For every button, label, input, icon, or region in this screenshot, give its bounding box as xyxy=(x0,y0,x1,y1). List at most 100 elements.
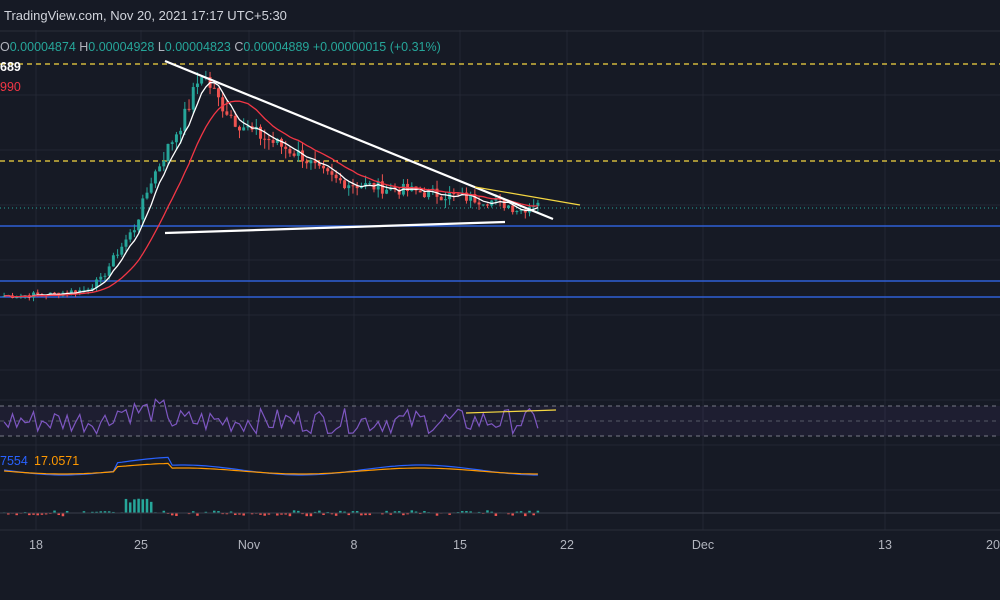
candle-body xyxy=(355,185,359,189)
candle-body xyxy=(107,266,111,276)
macd-histogram-bar xyxy=(460,511,464,513)
candle-body xyxy=(90,287,94,290)
candle-body xyxy=(263,138,267,140)
candle-body xyxy=(221,97,225,112)
macd-histogram-bar xyxy=(343,511,346,513)
candle-body xyxy=(69,290,73,294)
candle-body xyxy=(309,160,313,164)
candle-body xyxy=(485,204,489,206)
close-label: C xyxy=(234,40,244,54)
macd-histogram-bar xyxy=(368,513,372,516)
macd-histogram-bar xyxy=(292,510,296,513)
signal-line xyxy=(4,462,538,475)
macd-histogram-bar xyxy=(351,511,355,513)
macd-histogram-bar xyxy=(507,513,510,515)
macd-histogram-bar xyxy=(469,511,472,513)
candle-body xyxy=(179,130,183,135)
macd-histogram-bar xyxy=(53,510,56,513)
macd-histogram-bar xyxy=(225,513,229,515)
macd-histogram-bar xyxy=(532,513,535,516)
macd-histogram-bar xyxy=(267,513,271,515)
candle-body xyxy=(284,146,288,149)
descending-trendline xyxy=(164,59,554,221)
macd-histogram-bar xyxy=(347,513,351,516)
candle-body xyxy=(288,148,292,154)
candle-body xyxy=(301,150,304,162)
macd-histogram-bar xyxy=(212,510,216,513)
macd-histogram-bar xyxy=(355,511,359,513)
candle-body xyxy=(195,83,199,88)
candle-body xyxy=(469,194,473,201)
macd-histogram-bar xyxy=(288,513,292,517)
candle-body xyxy=(380,181,384,194)
candle-body xyxy=(351,185,355,187)
macd-histogram-bar xyxy=(82,511,86,513)
candle-body xyxy=(200,77,204,84)
open-value: 0.00004874 xyxy=(9,40,76,54)
signal-value: 17.0571 xyxy=(34,454,80,468)
macd-histogram-bar xyxy=(524,513,527,517)
candle-body xyxy=(120,246,124,255)
macd-histogram-bar xyxy=(276,513,279,516)
grid-lines xyxy=(0,30,1000,531)
candle-body xyxy=(103,275,107,277)
candle-body xyxy=(225,111,229,115)
macd-histogram-bar xyxy=(99,511,103,513)
candle-body xyxy=(305,161,309,164)
macd-histogram-bar xyxy=(418,513,422,515)
macd-histogram-bar xyxy=(486,510,489,513)
candle-body xyxy=(523,210,527,213)
macd-histogram-bar xyxy=(57,513,61,516)
macd-histogram-bar xyxy=(61,513,65,517)
candle-body xyxy=(452,193,456,195)
candle-body xyxy=(443,199,447,201)
macd-histogram-bar xyxy=(536,510,540,513)
macd-histogram-bar xyxy=(103,511,107,513)
candle-body xyxy=(128,232,132,240)
x-tick-label: 18 xyxy=(29,538,43,552)
candle-body xyxy=(82,290,86,292)
macd-histogram-bar xyxy=(410,510,414,513)
rsi-line xyxy=(3,398,539,436)
candle-body xyxy=(364,183,368,187)
x-tick-label: 8 xyxy=(351,538,358,552)
macd-histogram-bar xyxy=(515,511,519,513)
moving-averages xyxy=(4,81,539,298)
macd-histogram-bar xyxy=(145,498,149,513)
candle-body xyxy=(502,199,506,209)
macd-histogram-bar xyxy=(528,510,531,513)
candle-body xyxy=(137,219,141,231)
macd-histogram-bar xyxy=(326,511,330,513)
macd-histogram-bar xyxy=(32,513,35,515)
macd-histogram-bar xyxy=(124,498,128,513)
candle-body xyxy=(313,160,317,164)
macd-histogram-bar xyxy=(263,513,266,516)
candle-body xyxy=(132,230,136,233)
macd-histogram-bar xyxy=(494,513,498,516)
candle-body xyxy=(317,163,321,166)
candle-body xyxy=(385,189,389,194)
macd-histogram-bar xyxy=(162,510,166,513)
macd-histogram-bar xyxy=(175,513,178,517)
candle-body xyxy=(267,138,271,141)
rsi-divergence-line xyxy=(465,409,557,414)
chart-source-label: TradingView.com, Nov 20, 2021 17:17 UTC+… xyxy=(4,8,287,23)
macd-histogram-bar xyxy=(112,511,115,513)
macd-histogram-bar xyxy=(448,513,451,515)
x-tick-label: 25 xyxy=(134,538,148,552)
candle-body xyxy=(141,198,145,220)
candle-body xyxy=(464,192,468,201)
macd-histogram-bar xyxy=(141,499,145,513)
ma-fast-value: 689 xyxy=(0,60,21,74)
candle-body xyxy=(170,142,174,144)
open-label: O xyxy=(0,40,10,54)
candle-body xyxy=(99,276,103,280)
candle-body xyxy=(439,196,443,201)
candle-body xyxy=(418,190,422,193)
candle-body xyxy=(216,88,220,98)
ma-slow-value: 990 xyxy=(0,80,21,94)
candle-body xyxy=(397,189,401,195)
x-tick-label: Nov xyxy=(238,538,261,552)
x-tick-label: 15 xyxy=(453,538,467,552)
macd-histogram-bar xyxy=(360,513,363,516)
